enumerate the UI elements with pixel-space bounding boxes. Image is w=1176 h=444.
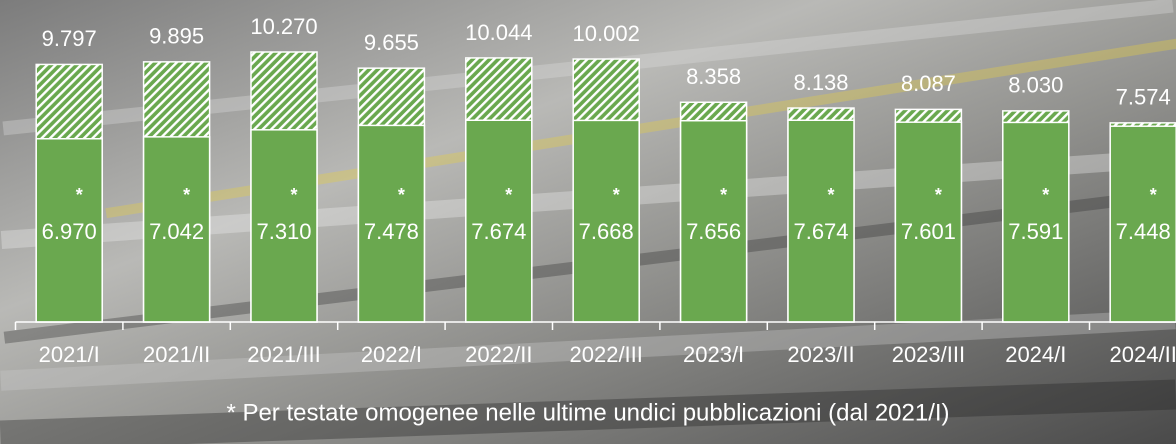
x-tick-label: 2022/II: [465, 342, 532, 367]
value-label: 10.044: [465, 20, 532, 45]
chart: * Per testate omogenee nelle ultime undi…: [0, 0, 1176, 444]
value-label: 7.574: [1116, 85, 1171, 110]
marker: *: [1150, 185, 1157, 205]
value-label: 9.895: [149, 24, 204, 49]
marker: *: [720, 185, 727, 205]
value-label: 7.591: [1008, 219, 1063, 244]
footnote: * Per testate omogenee nelle ultime undi…: [226, 399, 949, 426]
value-label: 7.674: [793, 219, 848, 244]
x-tick-label: 2021/II: [143, 342, 210, 367]
marker: *: [827, 185, 834, 205]
value-label: 7.448: [1116, 219, 1171, 244]
value-label: 6.970: [42, 219, 97, 244]
value-label: 10.002: [573, 21, 640, 46]
marker: *: [398, 185, 405, 205]
x-tick-label: 2024/I: [1005, 342, 1066, 367]
marker: *: [505, 185, 512, 205]
x-tick-label: 2021/I: [39, 342, 100, 367]
marker: *: [290, 185, 297, 205]
value-label: 9.797: [42, 26, 97, 51]
x-tick-label: 2022/I: [361, 342, 422, 367]
value-label: 7.601: [901, 219, 956, 244]
marker: *: [183, 185, 190, 205]
value-label: 7.310: [256, 219, 311, 244]
marker: *: [76, 185, 83, 205]
value-label: 8.138: [793, 70, 848, 95]
x-tick-label: 2024/II: [1110, 342, 1176, 367]
value-label: 8.358: [686, 64, 741, 89]
value-label: 9.655: [364, 30, 419, 55]
value-label: 7.478: [364, 219, 419, 244]
value-label: 7.674: [471, 219, 526, 244]
value-label: 10.270: [250, 14, 317, 39]
value-label: 7.042: [149, 219, 204, 244]
x-tick-label: 2022/III: [570, 342, 643, 367]
marker: *: [613, 185, 620, 205]
value-label: 8.030: [1008, 73, 1063, 98]
x-tick-label: 2023/III: [892, 342, 965, 367]
x-tick-label: 2023/II: [787, 342, 854, 367]
marker: *: [1042, 185, 1049, 205]
value-label: 7.656: [686, 219, 741, 244]
page: * Per testate omogenee nelle ultime undi…: [0, 0, 1176, 444]
x-tick-label: 2023/I: [683, 342, 744, 367]
marker: *: [935, 185, 942, 205]
value-label: 7.668: [579, 219, 634, 244]
x-tick-label: 2021/III: [247, 342, 320, 367]
value-label: 8.087: [901, 71, 956, 96]
